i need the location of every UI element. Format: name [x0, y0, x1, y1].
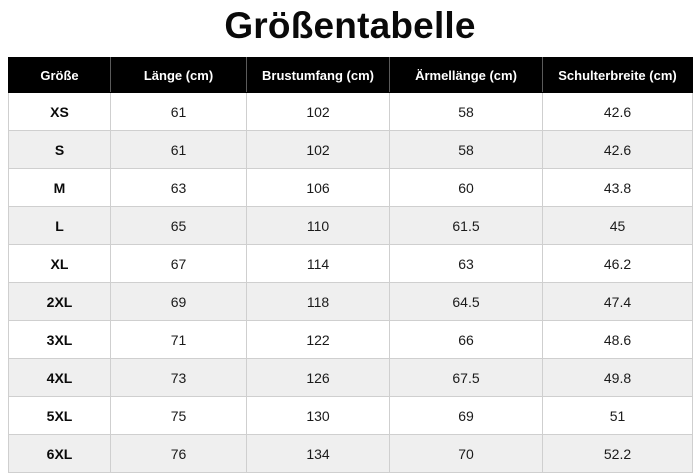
page-title: Größentabelle: [224, 5, 476, 46]
shoulder-cell: 46.2: [542, 244, 693, 283]
length-cell: 73: [110, 358, 247, 397]
chest-cell: 102: [246, 92, 390, 131]
table-row: S 61 102 58 42.6: [8, 130, 693, 169]
table-row: XL 67 114 63 46.2: [8, 244, 693, 283]
shoulder-cell: 42.6: [542, 92, 693, 131]
shoulder-cell: 42.6: [542, 130, 693, 169]
sleeve-cell: 63: [389, 244, 543, 283]
header-shoulder: Schulterbreite (cm): [542, 57, 693, 93]
chest-cell: 118: [246, 282, 390, 321]
size-cell: M: [8, 168, 111, 207]
sleeve-cell: 61.5: [389, 206, 543, 245]
header-length: Länge (cm): [110, 57, 247, 93]
sleeve-cell: 58: [389, 130, 543, 169]
length-cell: 65: [110, 206, 247, 245]
table-row: 2XL 69 118 64.5 47.4: [8, 282, 693, 321]
chest-cell: 106: [246, 168, 390, 207]
size-cell: 4XL: [8, 358, 111, 397]
length-cell: 61: [110, 130, 247, 169]
length-cell: 61: [110, 92, 247, 131]
size-cell: 2XL: [8, 282, 111, 321]
chest-cell: 110: [246, 206, 390, 245]
size-cell: L: [8, 206, 111, 245]
header-chest: Brustumfang (cm): [246, 57, 390, 93]
table-header: Größe Länge (cm) Brustumfang (cm) Ärmell…: [8, 57, 693, 93]
size-cell: 5XL: [8, 396, 111, 435]
shoulder-cell: 47.4: [542, 282, 693, 321]
length-cell: 69: [110, 282, 247, 321]
chest-cell: 102: [246, 130, 390, 169]
size-chart-table: Größe Länge (cm) Brustumfang (cm) Ärmell…: [8, 57, 693, 473]
size-cell: 3XL: [8, 320, 111, 359]
header-row: Größe Länge (cm) Brustumfang (cm) Ärmell…: [8, 57, 693, 93]
chest-cell: 122: [246, 320, 390, 359]
shoulder-cell: 43.8: [542, 168, 693, 207]
chest-cell: 114: [246, 244, 390, 283]
header-sleeve: Ärmellänge (cm): [389, 57, 543, 93]
sleeve-cell: 60: [389, 168, 543, 207]
table-row: 4XL 73 126 67.5 49.8: [8, 358, 693, 397]
sleeve-cell: 64.5: [389, 282, 543, 321]
length-cell: 75: [110, 396, 247, 435]
sleeve-cell: 69: [389, 396, 543, 435]
size-cell: XS: [8, 92, 111, 131]
table-row: XS 61 102 58 42.6: [8, 92, 693, 131]
table-row: M 63 106 60 43.8: [8, 168, 693, 207]
table-row: 3XL 71 122 66 48.6: [8, 320, 693, 359]
sleeve-cell: 58: [389, 92, 543, 131]
table-row: 5XL 75 130 69 51: [8, 396, 693, 435]
length-cell: 63: [110, 168, 247, 207]
table-body: XS 61 102 58 42.6 S 61 102 58 42.6 M 63 106 60 43.8 L 65…: [8, 92, 693, 473]
length-cell: 71: [110, 320, 247, 359]
chest-cell: 130: [246, 396, 390, 435]
shoulder-cell: 49.8: [542, 358, 693, 397]
chest-cell: 126: [246, 358, 390, 397]
sleeve-cell: 67.5: [389, 358, 543, 397]
sleeve-cell: 66: [389, 320, 543, 359]
shoulder-cell: 51: [542, 396, 693, 435]
size-cell: S: [8, 130, 111, 169]
shoulder-cell: 48.6: [542, 320, 693, 359]
header-size: Größe: [8, 57, 111, 93]
size-cell: XL: [8, 244, 111, 283]
shoulder-cell: 45: [542, 206, 693, 245]
length-cell: 67: [110, 244, 247, 283]
table-row: L 65 110 61.5 45: [8, 206, 693, 245]
